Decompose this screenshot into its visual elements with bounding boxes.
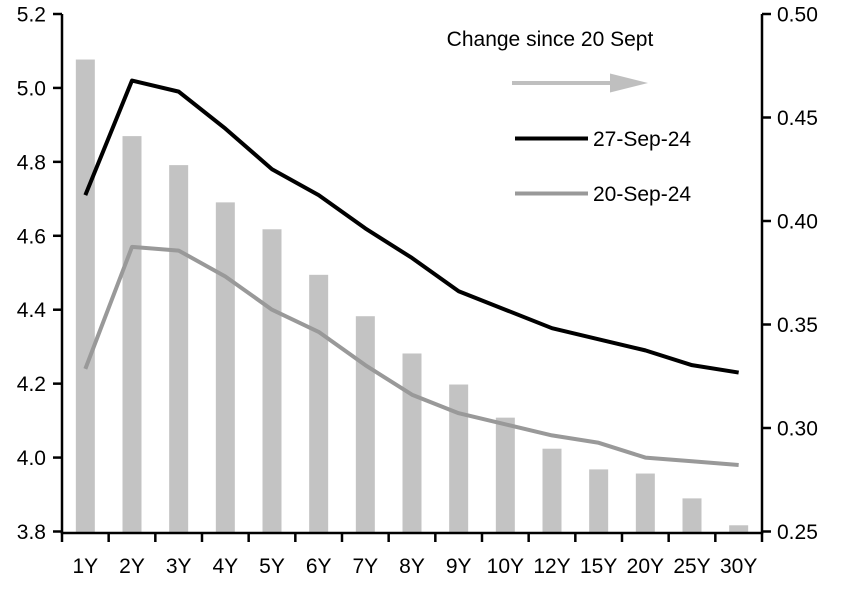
x-axis-category-label: 4Y <box>212 555 238 578</box>
left-axis-tick-label: 4.6 <box>17 225 46 248</box>
left-axis-labels: 5.2 5.0 4.8 4.6 4.4 4.2 4.0 3.8 <box>17 4 47 545</box>
left-axis-tick-label: 4.0 <box>17 447 46 470</box>
right-axis-tick-label: 0.40 <box>777 211 818 234</box>
change-bar <box>729 525 749 533</box>
x-axis-category-label: 8Y <box>399 555 425 578</box>
change-bar <box>75 59 95 533</box>
line-27-Sep-24 <box>83 78 739 375</box>
change-bar <box>682 498 702 533</box>
change-bar <box>309 274 329 533</box>
left-axis-tick-label: 5.0 <box>17 77 46 100</box>
change-bar <box>542 448 562 533</box>
left-axis-tick-label: 4.4 <box>17 299 47 322</box>
legend: Change since 20 Sept 27-Sep-24 20-Sep-24 <box>447 28 692 206</box>
x-axis-category-label: 1Y <box>72 555 98 578</box>
x-axis-labels: 1Y 2Y 3Y 4Y 5Y 6Y 7Y 8Y 9Y 10Y 12Y 15Y 20Y 25Y 30Y <box>72 555 757 578</box>
legend-label-20sep: 20-Sep-24 <box>593 183 691 206</box>
legend-title: Change since 20 Sept <box>447 28 654 51</box>
legend-label-27sep: 27-Sep-24 <box>593 128 691 151</box>
x-axis-category-label: 12Y <box>533 555 570 578</box>
x-axis-category-label: 9Y <box>446 555 472 578</box>
right-axis-tick-label: 0.45 <box>777 107 818 130</box>
left-axis-tick-label: 3.8 <box>17 521 46 544</box>
x-axis-category-label: 3Y <box>166 555 192 578</box>
change-bar <box>402 353 422 533</box>
change-bar <box>355 316 375 533</box>
change-bar <box>635 473 655 533</box>
x-axis-category-label: 15Y <box>580 555 617 578</box>
x-axis-category-label: 5Y <box>259 555 285 578</box>
change-bar <box>262 229 282 533</box>
x-axis-category-label: 30Y <box>720 555 757 578</box>
right-axis-tick-label: 0.25 <box>777 521 818 544</box>
change-bar <box>589 469 609 533</box>
change-bar <box>169 165 189 533</box>
axes <box>53 12 771 542</box>
change-bar <box>449 384 469 533</box>
series-lines <box>83 78 739 467</box>
x-axis-category-label: 2Y <box>119 555 145 578</box>
change-bar <box>215 202 235 533</box>
change-arrow-icon <box>512 73 648 93</box>
right-axis-tick-label: 0.30 <box>777 418 818 441</box>
x-axis-category-label: 20Y <box>627 555 664 578</box>
left-axis-tick-label: 4.8 <box>17 151 46 174</box>
line-20-Sep-24 <box>83 244 739 467</box>
right-axis-tick-label: 0.35 <box>777 314 818 337</box>
x-axis-category-label: 7Y <box>352 555 378 578</box>
change-bar <box>122 136 142 533</box>
right-axis-labels: 0.50 0.45 0.40 0.35 0.30 0.25 <box>777 4 818 545</box>
change-bar <box>495 417 515 533</box>
x-axis-category-label: 25Y <box>673 555 710 578</box>
x-axis-category-label: 6Y <box>306 555 332 578</box>
x-axis-category-label: 10Y <box>487 555 524 578</box>
left-axis-tick-label: 5.2 <box>17 4 46 27</box>
left-axis-tick-label: 4.2 <box>17 373 46 396</box>
right-axis-tick-label: 0.50 <box>777 4 818 27</box>
